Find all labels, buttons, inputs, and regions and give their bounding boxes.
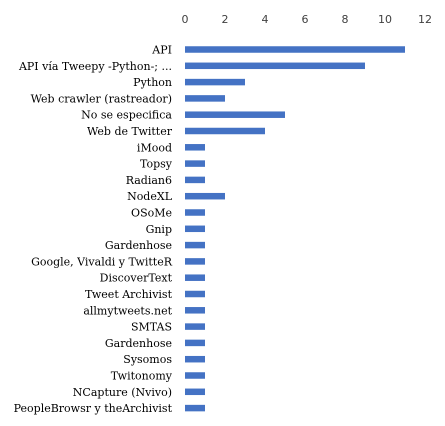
x-axis-ticks: 0 2 4 6 8 10 12 xyxy=(182,13,433,26)
category-label: iMood xyxy=(137,141,172,154)
category-label: API xyxy=(151,44,172,57)
category-label: DiscoverText xyxy=(100,272,173,285)
category-label: SMTAS xyxy=(131,321,172,334)
x-tick-label: 2 xyxy=(222,13,229,26)
bar xyxy=(185,274,205,281)
category-label: Sysomos xyxy=(123,353,172,366)
bar xyxy=(185,144,205,151)
bar xyxy=(185,388,205,396)
category-label: NCapture (Nvivo) xyxy=(73,386,172,399)
x-tick-label: 10 xyxy=(378,13,392,26)
bar xyxy=(185,355,205,363)
category-label: API vía Tweepy -Python-; ... xyxy=(18,60,172,73)
category-label: Topsy xyxy=(140,158,173,171)
bar xyxy=(185,241,205,249)
x-tick-label: 8 xyxy=(342,13,349,26)
category-label: Twitonomy xyxy=(111,370,173,383)
bar xyxy=(185,111,285,118)
bar xyxy=(185,372,205,379)
x-tick-label: 6 xyxy=(302,13,309,26)
bar xyxy=(185,95,225,102)
category-label: No se especifica xyxy=(81,109,172,122)
bar xyxy=(185,46,405,53)
x-tick-label: 12 xyxy=(418,13,432,26)
category-label: Gnip xyxy=(146,223,172,236)
category-label: Google, Vivaldi y TwitteR xyxy=(31,255,173,268)
bar xyxy=(185,404,205,412)
category-label: Tweet Archivist xyxy=(85,288,173,301)
category-label: Python xyxy=(133,76,172,89)
category-label: Radian6 xyxy=(126,174,172,187)
x-tick-label: 0 xyxy=(182,13,189,26)
bar xyxy=(185,339,205,347)
x-tick-label: 4 xyxy=(262,13,269,26)
bars xyxy=(185,46,405,412)
category-label: Web de Twitter xyxy=(87,125,173,138)
bar xyxy=(185,225,205,233)
bar xyxy=(185,323,205,330)
bar xyxy=(185,127,265,135)
category-label: NodeXL xyxy=(127,190,173,203)
bar xyxy=(185,176,205,184)
bar xyxy=(185,192,225,200)
bar xyxy=(185,307,205,314)
category-label: PeopleBrowsr y theArchivist xyxy=(14,402,173,415)
bar xyxy=(185,160,205,167)
bar xyxy=(185,209,205,216)
category-label: OSoMe xyxy=(131,207,172,220)
bar xyxy=(185,62,365,70)
bar xyxy=(185,78,245,86)
bar xyxy=(185,258,205,265)
category-label: Gardenhose xyxy=(105,337,172,350)
category-label: allmytweets.net xyxy=(83,304,172,317)
category-labels: API API vía Tweepy -Python-; ... Python Web… xyxy=(14,44,173,416)
category-label: Gardenhose xyxy=(105,239,172,252)
category-label: Web crawler (rastreador) xyxy=(31,92,172,105)
bar xyxy=(185,290,205,298)
